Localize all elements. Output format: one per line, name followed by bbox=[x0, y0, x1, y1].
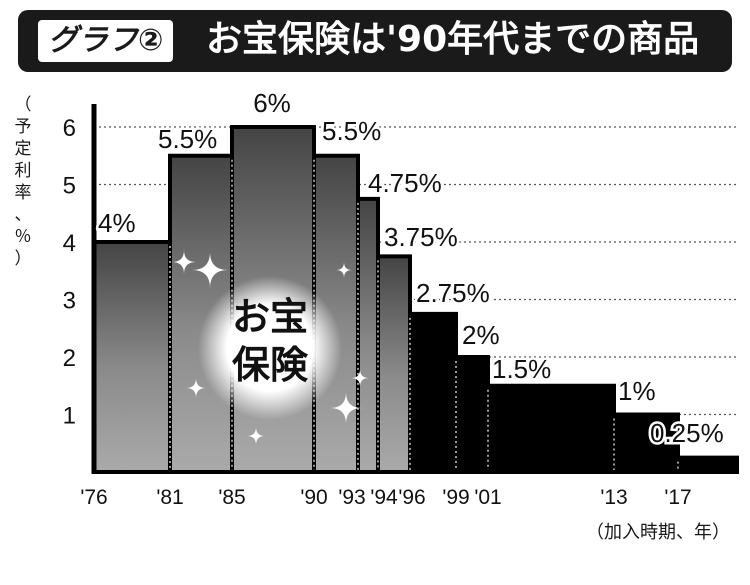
chart-title: お宝保険は'90年代までの商品 bbox=[206, 19, 700, 60]
bar bbox=[612, 412, 680, 474]
x-tick-label: '99 bbox=[442, 486, 469, 509]
y-tick-label: 6 bbox=[63, 115, 76, 142]
y-tick-label: 5 bbox=[63, 173, 76, 200]
x-tick-label: '90 bbox=[300, 486, 327, 509]
data-label: 2.75% bbox=[416, 278, 490, 308]
data-label: 5.5% bbox=[158, 124, 217, 154]
y-axis-label-char: ） bbox=[14, 249, 32, 269]
bar bbox=[408, 311, 458, 474]
x-tick-label: '76 bbox=[80, 486, 107, 509]
x-tick-label: '13 bbox=[600, 486, 627, 509]
bar bbox=[376, 254, 412, 474]
badge-line-1: お宝 bbox=[232, 295, 308, 339]
y-axis-label-char: 、 bbox=[14, 205, 32, 225]
bar bbox=[486, 383, 616, 474]
sparkle-icon bbox=[330, 392, 362, 424]
bar bbox=[454, 355, 490, 474]
x-tick-label: '81 bbox=[156, 486, 183, 509]
axes bbox=[91, 104, 737, 474]
data-label: 4% bbox=[98, 208, 136, 238]
x-tick-label: '01 bbox=[474, 486, 501, 509]
y-axis-label-char: 率 bbox=[14, 183, 32, 203]
sparkle-icon bbox=[247, 427, 265, 445]
sparkles bbox=[172, 250, 369, 445]
x-tick-label: '93 bbox=[338, 486, 365, 509]
y-axis-label-char: （ bbox=[14, 95, 32, 115]
bar bbox=[676, 455, 739, 474]
y-tick-label: 3 bbox=[63, 288, 76, 315]
sparkle-icon bbox=[336, 262, 352, 278]
y-axis-label-char: ％ bbox=[14, 227, 32, 247]
y-axis-label-char: 予 bbox=[14, 117, 32, 137]
y-tick-label: 1 bbox=[63, 403, 76, 430]
y-axis-label: （予定利率、％） bbox=[10, 94, 36, 270]
bar bbox=[356, 196, 380, 474]
sparkle-icon bbox=[186, 378, 206, 398]
y-tick-label: 4 bbox=[63, 230, 76, 257]
y-tick-label: 2 bbox=[63, 345, 76, 372]
data-label: 0.25% bbox=[650, 418, 724, 448]
x-tick-label: '96 bbox=[398, 486, 425, 509]
sparkle-icon bbox=[172, 250, 196, 274]
chart-badge: グラフ② bbox=[38, 20, 174, 62]
ticks: 1 2 3 4 5 6 '76 '81 '85 '90 '93'94'96 '99'01 '13 '17 bbox=[63, 115, 692, 509]
data-label: 1% bbox=[618, 376, 656, 406]
data-label: 4.75% bbox=[368, 168, 442, 198]
sparkle-icon bbox=[351, 369, 369, 387]
badge-circle bbox=[198, 276, 342, 420]
data-label: 6% bbox=[253, 88, 291, 118]
data-label: 5.5% bbox=[322, 116, 381, 146]
x-axis-label: （加入時期、年） bbox=[586, 522, 730, 543]
x-tick-label: '17 bbox=[664, 486, 691, 509]
y-axis-label-char: 定 bbox=[14, 139, 32, 159]
data-label: 2% bbox=[462, 320, 500, 350]
sparkle-icon bbox=[192, 252, 228, 288]
x-tick-label: '85 bbox=[218, 486, 245, 509]
otakara-badge: お宝 保険 bbox=[198, 276, 342, 420]
data-labels: 4% 5.5% 6% 5.5% 4.75% 3.75% 2.75% 2% 1.5% 1% 0.25% bbox=[96, 86, 727, 451]
x-tick-label: '94 bbox=[370, 486, 398, 509]
badge-line-2: 保険 bbox=[232, 343, 309, 387]
data-label: 3.75% bbox=[384, 222, 458, 252]
y-axis-label-char: 利 bbox=[14, 161, 32, 181]
data-label: 1.5% bbox=[492, 354, 551, 384]
bar bbox=[92, 240, 172, 474]
